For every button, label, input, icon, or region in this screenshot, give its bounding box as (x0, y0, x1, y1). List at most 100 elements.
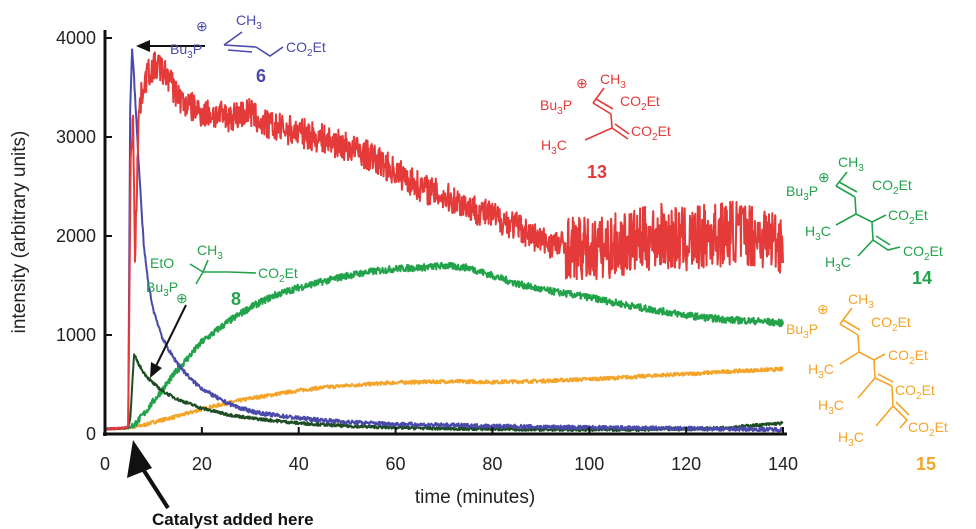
s14-h-1: H (805, 223, 815, 239)
y-tick-label: 2000 (56, 226, 96, 246)
arrow-to-8 (150, 304, 187, 378)
s15-c-1: C (824, 361, 834, 377)
arrow-to-6 (136, 40, 205, 52)
svg-text:Bu3P: Bu3P (786, 321, 818, 341)
structure-14: ⊕ CH3 Bu3P CO2Et CO2Et CO2Et H3C H3C 14 (786, 154, 943, 288)
x-tick-label: 120 (671, 454, 701, 474)
svg-text:H3C: H3C (805, 223, 831, 243)
x-tick-label: 0 (100, 454, 110, 474)
series-13-line (104, 51, 784, 431)
x-axis-title: time (minutes) (415, 487, 535, 508)
s15-c-2: C (834, 397, 844, 413)
s13-plus: ⊕ (576, 75, 588, 91)
s6-p: P (193, 41, 202, 57)
s15-co-2: CO (888, 347, 909, 363)
s15-h-3: H (838, 429, 848, 445)
s13-h-sub: 3 (551, 146, 557, 157)
series-6-line (104, 48, 784, 433)
svg-text:CO2Et: CO2Et (888, 207, 928, 227)
s14-ch: CH (838, 154, 858, 170)
x-tick-label: 100 (574, 454, 604, 474)
s8-bu: Bu (146, 279, 163, 295)
svg-text:CO2Et: CO2Et (286, 39, 326, 59)
catalyst-arrow-shaft (139, 464, 170, 510)
y-tick-label: 4000 (56, 28, 96, 48)
svg-text:Bu3P: Bu3P (786, 183, 818, 203)
structure-13: ⊕ CH3 Bu3P CO2Et CO2Et H3C 13 (540, 71, 671, 182)
y-tick-label: 3000 (56, 127, 96, 147)
s13-number: 13 (587, 162, 607, 182)
structure-6: ⊕ Bu3P CH3 CO2Et 6 (170, 12, 326, 86)
s13-ch: CH (600, 71, 620, 87)
svg-text:CH3: CH3 (600, 71, 626, 91)
s14-plus: ⊕ (818, 169, 830, 185)
s14-et-3: Et (930, 243, 943, 259)
s14-et-1: Et (899, 177, 912, 193)
svg-text:Bu3P: Bu3P (146, 279, 178, 299)
catalyst-label: Catalyst added here (152, 510, 314, 529)
s6-co: CO (286, 39, 307, 55)
catalyst-annotation: Catalyst added here (127, 440, 314, 529)
s15-h-2-sub: 3 (828, 406, 834, 417)
s8-et: Et (285, 265, 298, 281)
s15-h-3-sub: 3 (848, 438, 854, 449)
s14-c-1: C (821, 223, 831, 239)
catalyst-arrow-head (127, 440, 152, 478)
s14-h-2: H (825, 254, 835, 270)
s8-ch-sub: 3 (217, 251, 223, 262)
s8-ch: CH (197, 242, 217, 258)
s15-et-4: Et (935, 419, 948, 435)
svg-text:CO2Et: CO2Et (620, 93, 660, 113)
svg-text:CH3: CH3 (838, 154, 864, 174)
s8-eto: EtO (150, 255, 174, 271)
svg-text:CH3: CH3 (848, 291, 874, 311)
s8-number: 8 (231, 289, 241, 309)
structure-15: ⊕ CH3 Bu3P CO2Et CO2Et CO2Et CO2Et H3C H… (786, 291, 948, 474)
arrow-6-head (136, 40, 150, 52)
s13-c: C (557, 137, 567, 153)
y-tick-label: 1000 (56, 325, 96, 345)
s6-et: Et (313, 39, 326, 55)
s6-number: 6 (256, 66, 266, 86)
series-14-line (104, 261, 784, 431)
s14-co-3-sub: 2 (924, 252, 930, 263)
s13-bonds (584, 87, 630, 141)
s8-co: CO (258, 265, 279, 281)
s15-co-4: CO (908, 419, 929, 435)
s15-et-3: Et (922, 382, 935, 398)
svg-text:CO2Et: CO2Et (631, 123, 671, 143)
s15-co-3-sub: 2 (916, 391, 922, 402)
series-15-line (104, 366, 784, 431)
s15-p: P (809, 321, 818, 337)
s6-bonds (223, 31, 284, 57)
s14-co-1: CO (872, 177, 893, 193)
s14-number: 14 (912, 268, 932, 288)
s15-co-1-sub: 2 (892, 323, 898, 334)
tick-layer: 0 20 40 60 80 100 120 140 0 1000 2000 3000 4000 (56, 28, 798, 474)
s8-plus: ⊕ (176, 290, 188, 306)
svg-text:CO2Et: CO2Et (908, 419, 948, 439)
svg-text:CO2Et: CO2Et (903, 243, 943, 263)
s14-co-3: CO (903, 243, 924, 259)
svg-text:H3C: H3C (818, 397, 844, 417)
s14-h-2-sub: 3 (835, 263, 841, 274)
s15-h-1-sub: 3 (818, 370, 824, 381)
s6-bu: Bu (170, 41, 187, 57)
y-tick-label: 0 (86, 424, 96, 444)
s6-plus: ⊕ (196, 18, 208, 34)
svg-text:CO2Et: CO2Et (888, 347, 928, 367)
s8-p: P (169, 279, 178, 295)
s8-bonds (189, 259, 257, 285)
s14-et-2: Et (915, 207, 928, 223)
s13-co-1-sub: 2 (641, 102, 647, 113)
s15-ch: CH (848, 291, 868, 307)
s15-et-2: Et (915, 347, 928, 363)
s14-co-1-sub: 2 (893, 186, 899, 197)
svg-text:H3C: H3C (808, 361, 834, 381)
series-layer (104, 48, 784, 433)
svg-text:H3C: H3C (825, 254, 851, 274)
s13-co-2: CO (631, 123, 652, 139)
s15-co-3: CO (895, 382, 916, 398)
s15-ch-sub: 3 (868, 300, 874, 311)
